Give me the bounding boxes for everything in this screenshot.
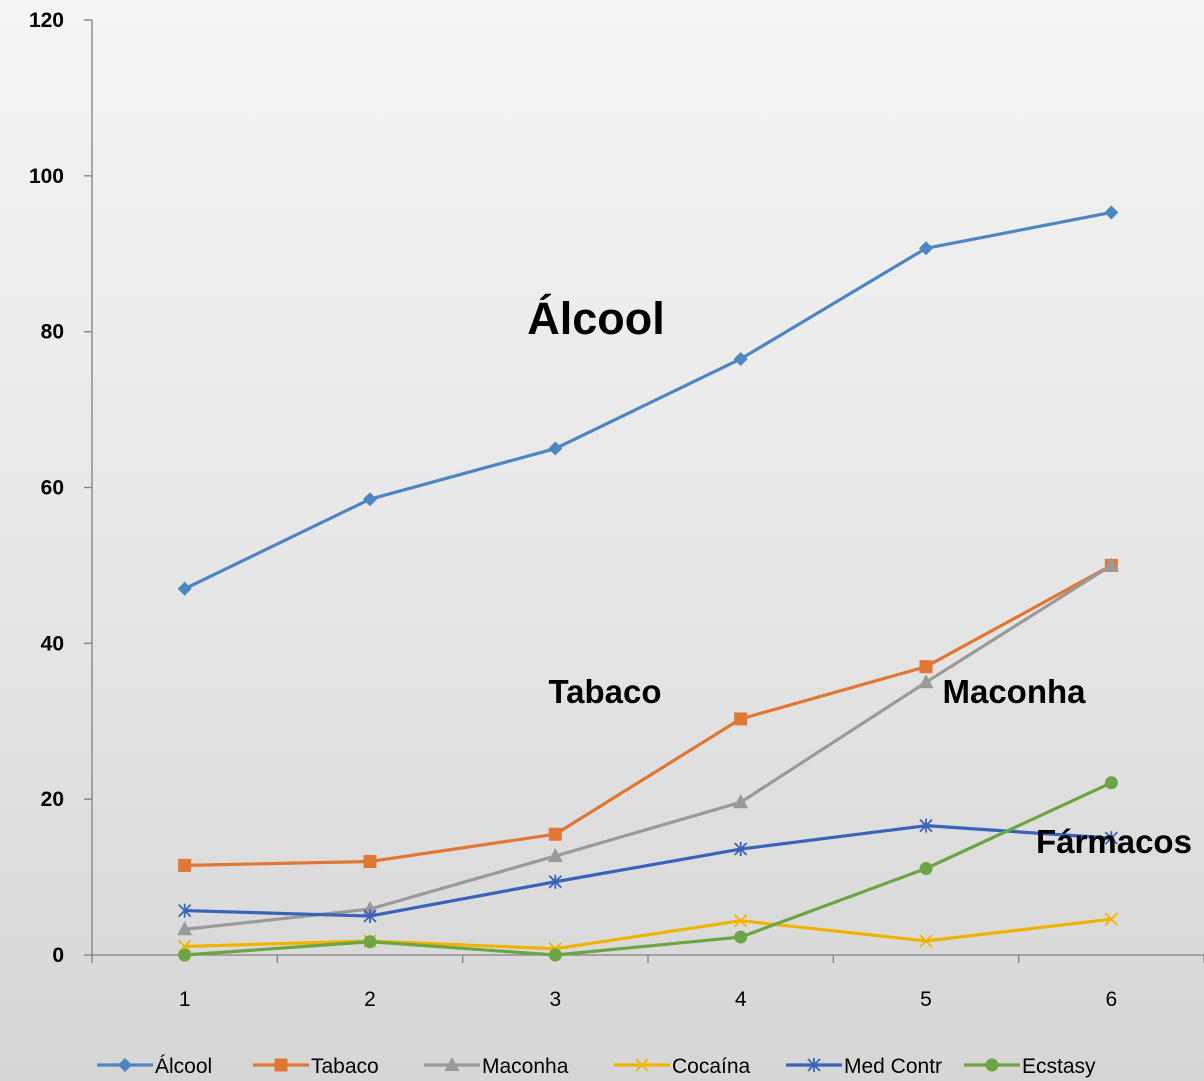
- data-point: [363, 492, 377, 507]
- data-point: [919, 934, 933, 948]
- series-6: [178, 776, 1118, 962]
- legend-marker: [635, 1058, 649, 1072]
- legend-item: Álcool: [97, 1055, 212, 1078]
- legend-label: Med Contr: [844, 1055, 942, 1078]
- data-point: [548, 874, 562, 889]
- data-point: [734, 930, 748, 944]
- legend-label: Ecstasy: [1022, 1055, 1096, 1078]
- x-tick-label: 4: [735, 988, 747, 1011]
- data-point: [1104, 776, 1118, 790]
- data-point: [547, 848, 563, 863]
- data-point: [178, 903, 192, 918]
- legend-label: Maconha: [482, 1055, 569, 1078]
- data-point: [177, 921, 193, 936]
- annotation-farmacos: Fármacos: [1036, 823, 1192, 860]
- data-point: [734, 914, 748, 928]
- data-point: [918, 674, 934, 689]
- annotation-maconha: Maconha: [942, 673, 1086, 710]
- data-point: [919, 241, 933, 256]
- data-point: [734, 842, 748, 857]
- series-5: [178, 818, 1118, 924]
- data-point: [548, 441, 563, 456]
- data-point: [919, 862, 933, 876]
- data-point: [734, 712, 748, 726]
- data-point: [363, 909, 377, 924]
- x-axis-ticks: 1 2 3 4 5 6: [91, 955, 1204, 1011]
- y-tick-label: 60: [41, 477, 64, 500]
- legend-marker: [985, 1058, 999, 1072]
- data-point: [919, 660, 933, 674]
- legend-label: Tabaco: [311, 1055, 379, 1078]
- y-tick-label: 40: [41, 632, 64, 655]
- data-point: [733, 351, 748, 366]
- series-line: [184, 824, 1112, 918]
- data-point: [1104, 831, 1118, 846]
- data-point: [1103, 557, 1119, 572]
- data-point: [363, 855, 377, 868]
- series-group: [177, 205, 1119, 962]
- y-tick-label: 100: [29, 165, 64, 188]
- x-tick-label: 6: [1105, 988, 1117, 1011]
- legend: Álcool Tabaco Maconha Cocaína Med Contr Ecsta…: [97, 1055, 1096, 1078]
- y-tick-label: 120: [29, 9, 64, 32]
- legend-marker: [118, 1058, 132, 1072]
- data-point: [548, 948, 562, 962]
- series-line: [183, 210, 1112, 591]
- x-tick-label: 5: [920, 988, 932, 1011]
- legend-marker: [274, 1058, 288, 1072]
- legend-item: Tabaco: [253, 1055, 379, 1078]
- series-1: [177, 205, 1119, 596]
- axes: [91, 20, 1204, 956]
- legend-label: Álcool: [155, 1055, 212, 1078]
- annotation-alcool: Álcool: [527, 293, 665, 344]
- series-3: [177, 557, 1119, 936]
- series-2: [178, 558, 1118, 872]
- legend-marker: [807, 1058, 821, 1072]
- data-point: [1104, 205, 1119, 220]
- legend-marker: [444, 1057, 460, 1071]
- series-line: [184, 564, 1113, 931]
- legend-item: Maconha: [424, 1055, 569, 1078]
- legend-label: Cocaína: [672, 1055, 751, 1078]
- annotations: Álcool Tabaco Maconha Fármacos: [527, 293, 1192, 860]
- series-line: [184, 917, 1112, 951]
- data-point: [548, 827, 562, 841]
- series-line: [184, 564, 1113, 867]
- data-point: [177, 581, 192, 596]
- series-line: [184, 781, 1113, 957]
- legend-item: Cocaína: [614, 1055, 751, 1078]
- annotation-tabaco: Tabaco: [548, 673, 661, 710]
- data-point: [178, 948, 192, 962]
- data-point: [733, 794, 749, 809]
- y-tick-label: 0: [52, 944, 64, 967]
- data-point: [178, 858, 192, 872]
- data-point: [1104, 912, 1118, 926]
- x-tick-label: 3: [549, 988, 561, 1011]
- y-tick-label: 20: [41, 788, 64, 811]
- data-point: [919, 818, 933, 833]
- x-tick-label: 1: [179, 988, 191, 1011]
- y-tick-label: 80: [41, 321, 64, 344]
- legend-item: Med Contr: [786, 1055, 942, 1078]
- data-point: [363, 935, 377, 949]
- series-4: [178, 912, 1118, 956]
- y-axis-ticks: 0 20 40 60 80 100 120: [29, 9, 92, 967]
- legend-item: Ecstasy: [964, 1055, 1096, 1078]
- x-tick-label: 2: [364, 988, 376, 1011]
